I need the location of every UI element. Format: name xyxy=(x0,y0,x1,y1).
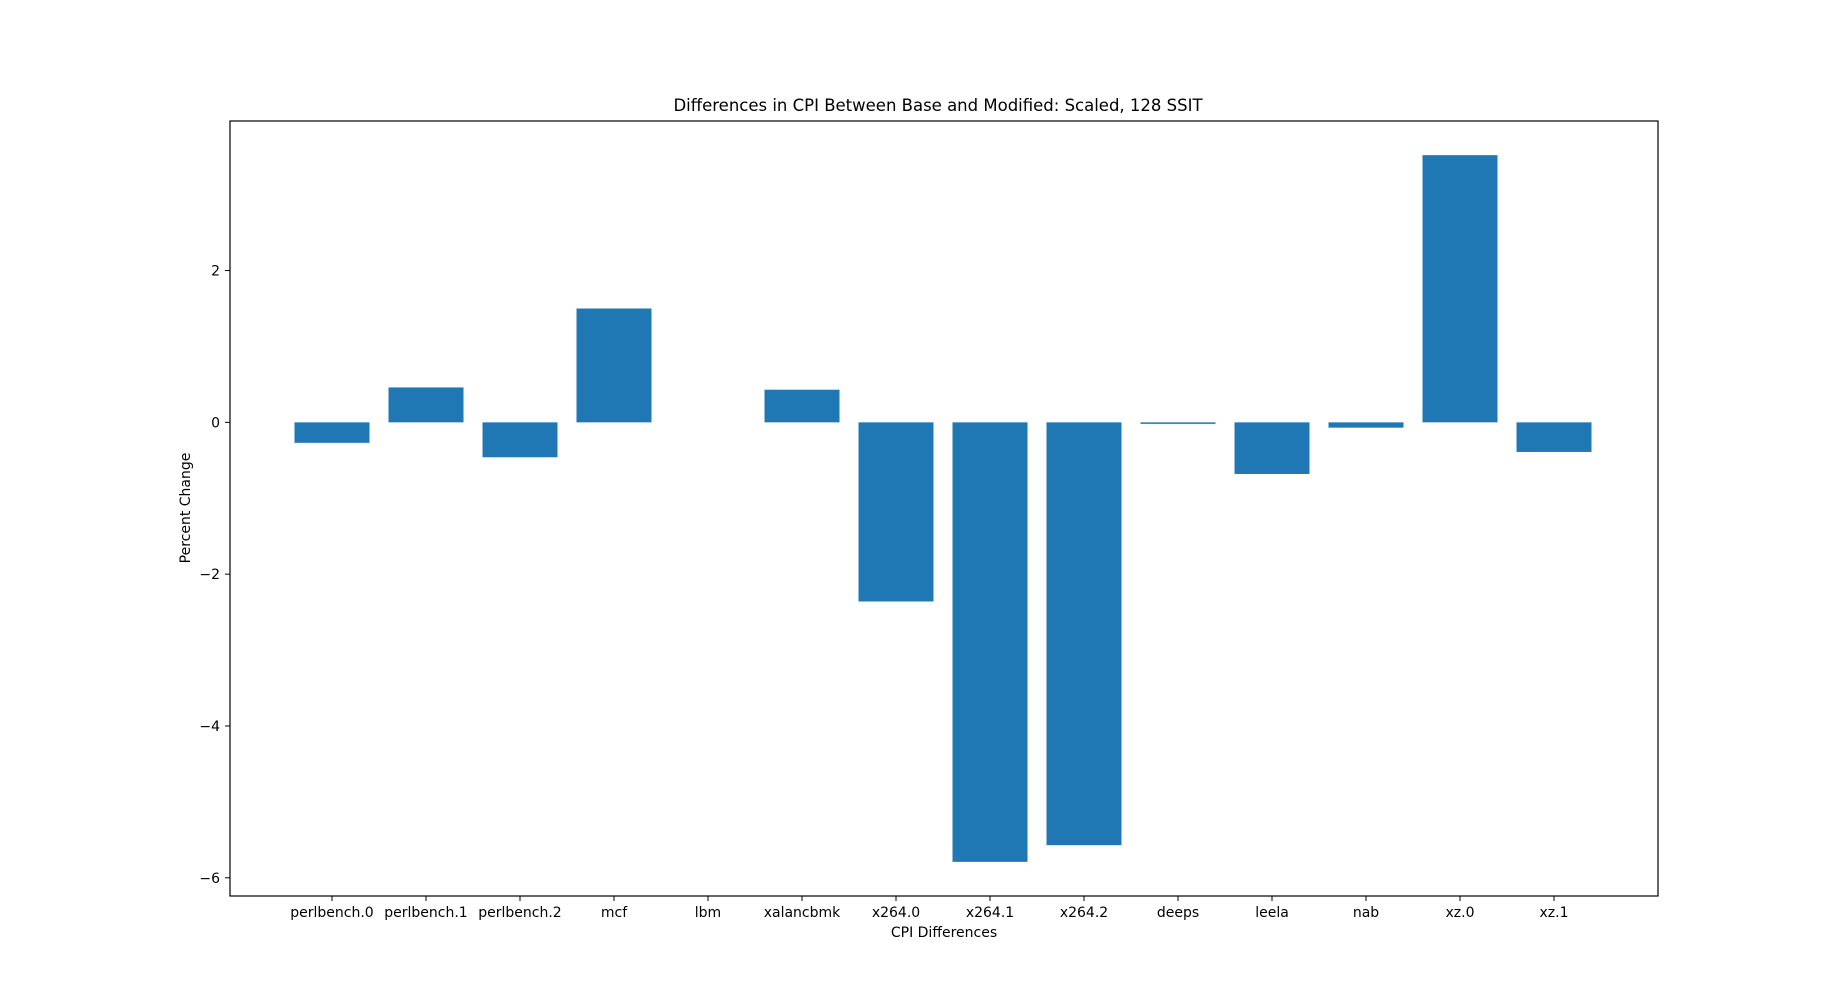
bar-x264-0 xyxy=(858,422,934,602)
x-axis-label: CPI Differences xyxy=(891,925,997,941)
bar-xalancbmk xyxy=(764,389,840,423)
y-axis-ticks: −6 −4 −2 0 2 xyxy=(199,264,230,887)
x-tick-label: nab xyxy=(1353,905,1379,921)
y-tick-label: −4 xyxy=(199,719,220,735)
x-tick-label: lbm xyxy=(695,905,721,921)
chart-title: Differences in CPI Between Base and Modi… xyxy=(673,96,1203,115)
bar-perlbench-1 xyxy=(388,387,464,423)
plot-frame xyxy=(229,120,1659,897)
y-axis-label: Percent Change xyxy=(178,453,194,564)
x-tick-label: deeps xyxy=(1157,905,1199,921)
y-tick-label: −6 xyxy=(199,871,220,887)
y-tick-label: 0 xyxy=(211,415,220,431)
x-tick-label: xalancbmk xyxy=(764,905,841,921)
x-tick-label: x264.1 xyxy=(966,905,1014,921)
bars xyxy=(294,155,1592,862)
x-tick-label: perlbench.0 xyxy=(290,905,373,921)
bar-xz-0 xyxy=(1422,155,1498,423)
x-tick-label: perlbench.1 xyxy=(384,905,467,921)
x-tick-label: mcf xyxy=(601,905,628,921)
x-tick-label: xz.0 xyxy=(1446,905,1475,921)
y-tick-label: −2 xyxy=(199,567,220,583)
bar-nab xyxy=(1328,422,1404,428)
bar-deeps xyxy=(1140,422,1216,424)
bar-xz-1 xyxy=(1516,422,1592,452)
x-tick-label: xz.1 xyxy=(1540,905,1569,921)
x-tick-label: x264.2 xyxy=(1060,905,1108,921)
bar-x264-1 xyxy=(952,422,1028,862)
x-tick-label: leela xyxy=(1255,905,1289,921)
x-tick-label: x264.0 xyxy=(872,905,920,921)
bar-perlbench-0 xyxy=(294,422,370,443)
bar-mcf xyxy=(576,308,652,423)
x-axis-ticks: perlbench.0 perlbench.1 perlbench.2 mcf lbm x… xyxy=(290,896,1569,921)
bar-perlbench-2 xyxy=(482,422,558,458)
bar-leela xyxy=(1234,422,1310,474)
bar-x264-2 xyxy=(1046,422,1122,846)
x-tick-label: perlbench.2 xyxy=(478,905,561,921)
y-tick-label: 2 xyxy=(211,264,220,280)
